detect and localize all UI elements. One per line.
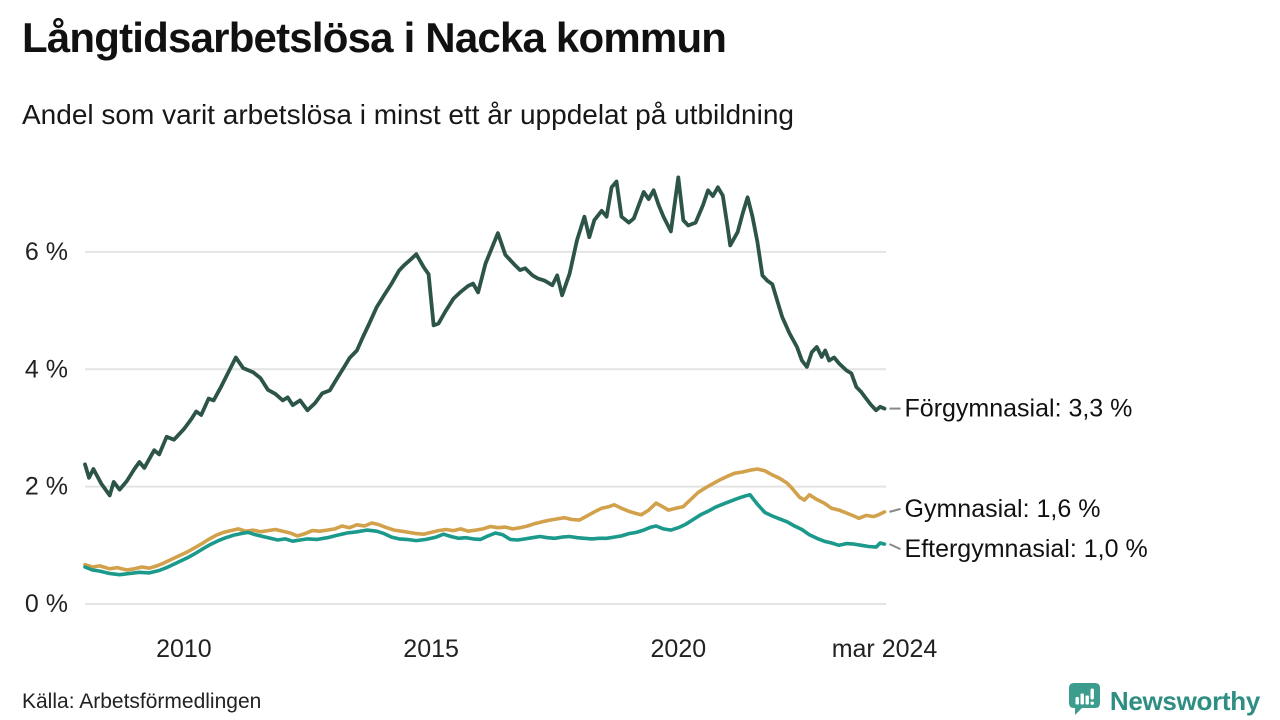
newsworthy-bubble-chart-icon — [1065, 680, 1103, 720]
y-axis-tick-label: 0 % — [25, 590, 68, 618]
series-end-label: Eftergymnasial: 1,0 % — [905, 535, 1148, 563]
x-axis-tick-label: 2020 — [651, 635, 707, 663]
y-axis-tick-label: 2 % — [25, 473, 68, 501]
page-title: Långtidsarbetslösa i Nacka kommun — [22, 14, 727, 61]
x-axis-tick-label: 2010 — [156, 635, 212, 663]
source-note: Källa: Arbetsförmedlingen — [22, 690, 262, 713]
series-line-gymnasial — [83, 467, 887, 572]
label-leader-dash — [889, 543, 901, 551]
newsworthy-wordmark: Newsworthy — [1109, 686, 1260, 716]
series-line-eftergymnasial — [83, 492, 887, 577]
series-end-label: Gymnasial: 1,6 % — [905, 495, 1101, 523]
label-leader-dash — [889, 507, 901, 513]
x-axis-tick-label: 2015 — [403, 635, 459, 663]
y-axis-tick-label: 4 % — [25, 355, 68, 383]
series-line-förgymnasial — [83, 175, 887, 498]
y-axis-tick-label: 6 % — [25, 238, 68, 266]
chart-subtitle: Andel som varit arbetslösa i minst ett å… — [22, 99, 794, 130]
x-axis-tick-label: mar 2024 — [832, 635, 938, 663]
series-end-label: Förgymnasial: 3,3 % — [905, 395, 1133, 423]
newsworthy-logo: Newsworthy — [1065, 680, 1260, 720]
